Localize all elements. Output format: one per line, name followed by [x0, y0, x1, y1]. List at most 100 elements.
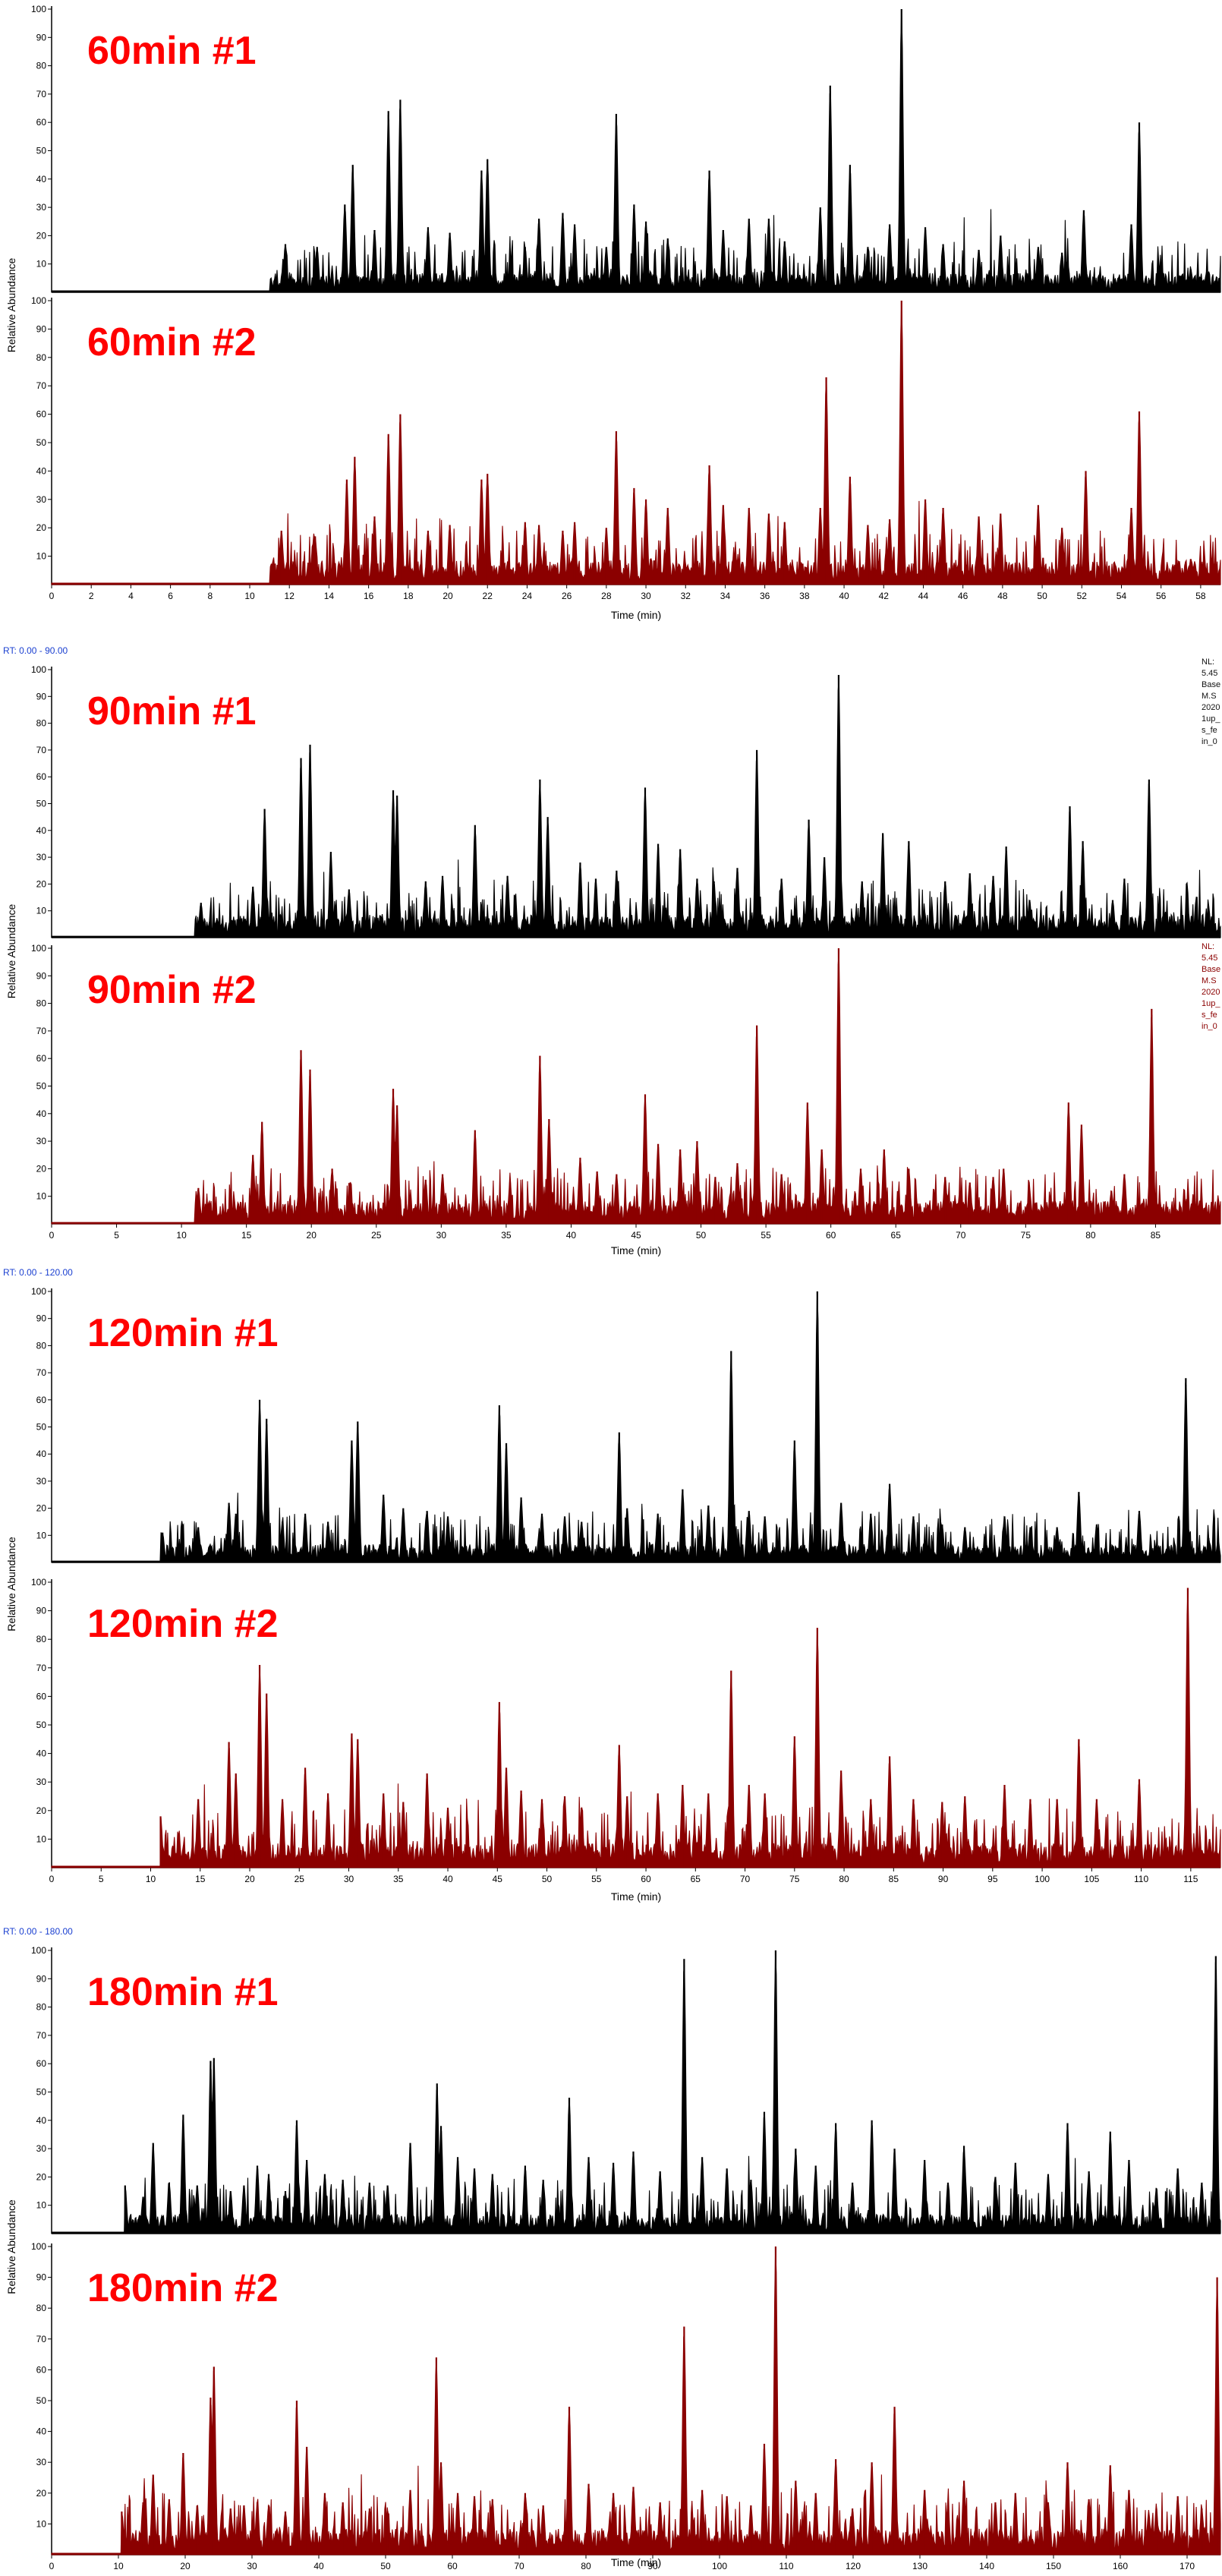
x-tick-label: 0 — [49, 2561, 55, 2571]
x-tick-label: 150 — [1046, 2561, 1061, 2571]
chart-panel-1: 10 20 30 40 50 60 70 80 90 100 60min #1 — [31, 4, 1221, 293]
x-tick-label: 20 — [244, 1874, 255, 1884]
chart-panel-6: 10 20 30 40 50 60 70 80 90 100 0 5 10 15 20 25 30 35 40 45 5… — [31, 1577, 1221, 1884]
y-tick-label: 10 — [36, 1833, 47, 1844]
x-tick-label: 110 — [779, 2561, 793, 2571]
y-tick-label: 80 — [36, 352, 47, 363]
x-tick-label: 20 — [307, 1230, 317, 1241]
y-tick-label: 70 — [36, 1367, 47, 1378]
side-info-line: M.S — [1202, 692, 1217, 701]
x-tick-label: 100 — [1035, 1874, 1050, 1884]
y-tick-label: 20 — [36, 2171, 47, 2182]
side-info-line: M.S — [1202, 976, 1217, 985]
x-tick-label: 35 — [501, 1230, 512, 1241]
x-tick-label: 50 — [1037, 591, 1047, 601]
y-tick-label: 10 — [36, 259, 47, 270]
x-tick-label: 34 — [720, 591, 731, 601]
y-tick-label: 100 — [31, 1577, 46, 1588]
y-tick-label: 40 — [36, 825, 47, 836]
y-tick-label: 100 — [31, 1945, 46, 1956]
y-tick-label: 20 — [36, 522, 47, 533]
x-tick-label: 30 — [641, 591, 651, 601]
x-tick-label: 100 — [712, 2561, 727, 2571]
x-tick-label: 70 — [740, 1874, 751, 1884]
y-tick-label: 50 — [36, 799, 47, 809]
chart-panel-3: 10 20 30 40 50 60 70 80 90 100 90min #1 — [31, 664, 1221, 938]
y-axis-label: Relative Abundance — [5, 904, 17, 999]
x-tick-label: 56 — [1156, 591, 1167, 601]
x-tick-label: 5 — [99, 1874, 104, 1884]
x-tick-label: 90 — [938, 1874, 949, 1884]
x-tick-label: 45 — [631, 1230, 641, 1241]
y-tick-label: 80 — [36, 2303, 47, 2313]
y-tick-label: 90 — [36, 323, 47, 334]
side-info-line: 1up_ — [1202, 999, 1220, 1008]
x-tick-label: 30 — [436, 1230, 447, 1241]
y-tick-label: 60 — [36, 2364, 47, 2375]
x-tick-label: 25 — [371, 1230, 382, 1241]
y-tick-label: 20 — [36, 230, 47, 241]
y-tick-label: 20 — [36, 878, 47, 889]
x-axis-label: Time (min) — [611, 1244, 661, 1256]
y-axis-label: Relative Abundance — [5, 2199, 17, 2294]
side-info-line: in_0 — [1202, 737, 1217, 746]
chromatogram-trace — [51, 1291, 1221, 1563]
x-tick-label: 85 — [889, 1874, 899, 1884]
panel-title: 120min #1 — [87, 1311, 279, 1355]
y-tick-label: 40 — [36, 2115, 47, 2126]
side-info-line: 1up_ — [1202, 714, 1220, 724]
y-tick-label: 60 — [36, 771, 47, 782]
chart-panel-4: 10 20 30 40 50 60 70 80 90 100 0 5 10 15 20 25 30 35 40 45 5… — [31, 943, 1221, 1241]
side-info-line: in_0 — [1202, 1022, 1217, 1031]
y-tick-label: 80 — [36, 998, 47, 1009]
y-tick-label: 60 — [36, 2058, 47, 2069]
y-tick-label: 10 — [36, 2518, 47, 2529]
chromatogram-trace — [51, 1588, 1221, 1868]
x-tick-label: 60 — [641, 1874, 651, 1884]
y-tick-label: 100 — [31, 2241, 46, 2252]
y-tick-label: 30 — [36, 1777, 47, 1787]
x-tick-label: 140 — [979, 2561, 994, 2571]
y-tick-label: 30 — [36, 202, 47, 213]
x-tick-label: 32 — [681, 591, 691, 601]
x-tick-label: 42 — [879, 591, 890, 601]
chart-group-1: Relative Abundance Time (min) — [5, 258, 661, 621]
side-info-line: 2020 — [1202, 988, 1220, 997]
y-tick-label: 30 — [36, 1136, 47, 1146]
panel-title: 90min #2 — [87, 968, 257, 1012]
y-tick-label: 10 — [36, 551, 47, 562]
y-tick-label: 40 — [36, 2426, 47, 2437]
x-tick-label: 20 — [443, 591, 453, 601]
side-info-line: Base — [1202, 965, 1220, 974]
y-axis-label: Relative Abundance — [5, 258, 17, 353]
x-tick-label: 90 — [647, 2561, 658, 2571]
chromatogram-trace — [51, 301, 1221, 585]
x-tick-label: 0 — [49, 1230, 55, 1241]
side-info-line: s_fe — [1202, 1011, 1217, 1020]
y-tick-label: 90 — [36, 1973, 47, 1984]
x-tick-label: 80 — [581, 2561, 591, 2571]
x-tick-label: 52 — [1077, 591, 1088, 601]
x-tick-label: 95 — [987, 1874, 998, 1884]
x-tick-label: 50 — [380, 2561, 391, 2571]
x-tick-label: 20 — [180, 2561, 191, 2571]
y-tick-label: 40 — [36, 1449, 47, 1459]
x-tick-label: 170 — [1179, 2561, 1195, 2571]
x-tick-label: 70 — [514, 2561, 524, 2571]
x-tick-label: 58 — [1195, 591, 1206, 601]
y-tick-label: 90 — [36, 32, 47, 43]
x-tick-label: 8 — [207, 591, 213, 601]
y-tick-label: 90 — [36, 970, 47, 981]
chart-group-4: RT: 0.00 - 180.00 Relative Abundance Time … — [3, 1926, 661, 2568]
x-tick-label: 115 — [1183, 1874, 1198, 1884]
x-tick-label: 105 — [1084, 1874, 1099, 1884]
y-tick-label: 20 — [36, 1163, 47, 1174]
x-tick-label: 26 — [562, 591, 572, 601]
panel-title: 60min #1 — [87, 29, 257, 73]
x-tick-label: 18 — [403, 591, 414, 601]
x-tick-label: 30 — [344, 1874, 354, 1884]
x-tick-label: 46 — [958, 591, 968, 601]
x-tick-label: 40 — [566, 1230, 577, 1241]
